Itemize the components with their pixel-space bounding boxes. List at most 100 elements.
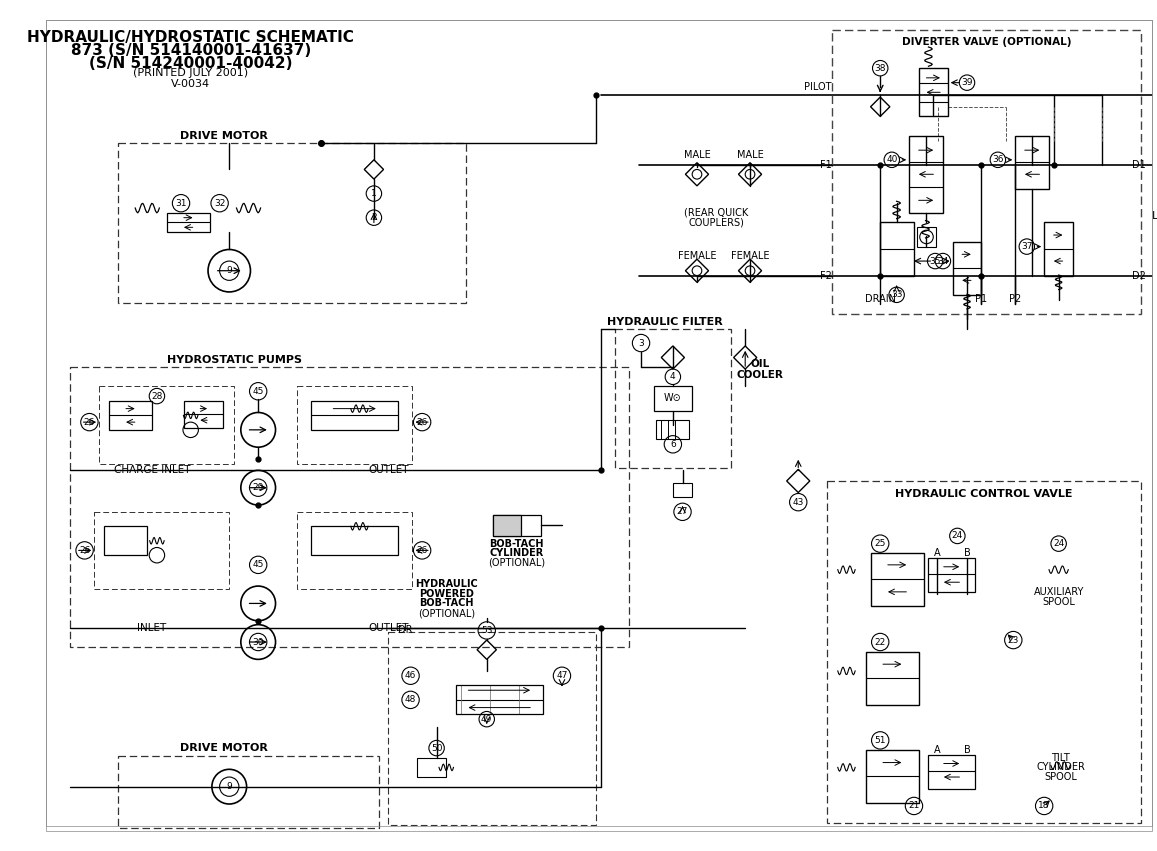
Text: CYLINDER: CYLINDER <box>489 548 544 558</box>
Bar <box>296 511 413 589</box>
Text: 48: 48 <box>405 695 417 705</box>
Text: 28: 28 <box>152 391 163 401</box>
Text: 47: 47 <box>557 671 568 680</box>
Text: DRIVE MOTOR: DRIVE MOTOR <box>180 131 268 140</box>
Bar <box>880 222 914 276</box>
Text: DR: DR <box>398 625 413 636</box>
Text: 50: 50 <box>430 744 442 752</box>
Text: FEMALE: FEMALE <box>731 251 769 261</box>
Text: FEMALE: FEMALE <box>678 251 716 261</box>
Text: MALE: MALE <box>684 150 710 160</box>
Bar <box>832 30 1141 314</box>
Text: BOB-TACH: BOB-TACH <box>489 539 544 549</box>
Bar <box>167 213 209 232</box>
Text: 22: 22 <box>875 637 886 647</box>
Bar <box>616 328 731 468</box>
Text: TILT: TILT <box>1052 753 1070 762</box>
Text: BOB-TACH: BOB-TACH <box>419 598 473 608</box>
Text: B: B <box>964 548 971 558</box>
Text: 23: 23 <box>1008 636 1019 644</box>
Text: COUPLERS): COUPLERS) <box>688 218 744 227</box>
Text: SPOOL: SPOOL <box>1044 772 1077 782</box>
Text: 18: 18 <box>1039 802 1049 810</box>
Text: (PRINTED JULY 2001): (PRINTED JULY 2001) <box>133 68 249 78</box>
Bar <box>909 135 943 213</box>
Text: 4: 4 <box>670 372 676 381</box>
Text: 35: 35 <box>929 256 941 266</box>
Text: POWERED: POWERED <box>419 589 473 599</box>
Text: INLET: INLET <box>138 623 167 632</box>
Bar <box>311 526 398 555</box>
Text: DRIVE MOTOR: DRIVE MOTOR <box>180 743 268 753</box>
Text: 37: 37 <box>1022 242 1032 251</box>
Text: V-0034: V-0034 <box>171 79 211 89</box>
Text: 29: 29 <box>252 483 264 492</box>
Bar <box>919 68 948 117</box>
Text: OIL: OIL <box>750 359 769 369</box>
Text: 9: 9 <box>227 782 233 791</box>
Text: OUTLET: OUTLET <box>368 465 408 476</box>
Text: 30: 30 <box>252 637 264 647</box>
Text: 26: 26 <box>417 545 428 555</box>
Bar <box>952 242 981 294</box>
Text: 34: 34 <box>937 256 949 266</box>
Text: 3: 3 <box>639 339 644 347</box>
Bar <box>656 420 690 439</box>
Bar <box>654 386 692 410</box>
Text: 6: 6 <box>670 440 676 448</box>
Bar <box>456 685 543 714</box>
Text: A: A <box>934 745 941 755</box>
Text: 45: 45 <box>252 386 264 396</box>
Text: 1: 1 <box>371 189 377 198</box>
Bar <box>100 386 234 464</box>
Text: DRAIN: DRAIN <box>864 294 896 305</box>
Bar <box>493 515 522 536</box>
Text: L: L <box>1152 211 1157 220</box>
Text: 873 (S/N 514140001-41637): 873 (S/N 514140001-41637) <box>71 43 311 58</box>
Bar <box>94 511 229 589</box>
Text: 51: 51 <box>875 736 886 745</box>
Text: F2: F2 <box>820 271 832 281</box>
Text: DIVERTER VALVE (OPTIONAL): DIVERTER VALVE (OPTIONAL) <box>901 37 1071 48</box>
Text: HYDRAULIC/HYDROSTATIC SCHEMATIC: HYDRAULIC/HYDROSTATIC SCHEMATIC <box>28 30 354 44</box>
Bar <box>311 401 398 430</box>
Text: 26: 26 <box>83 418 95 426</box>
Text: 33: 33 <box>891 290 902 300</box>
Text: 38: 38 <box>875 64 886 72</box>
Text: 32: 32 <box>214 198 226 208</box>
Bar <box>118 756 378 828</box>
Text: D1: D1 <box>1132 160 1145 169</box>
Text: P2: P2 <box>1009 294 1022 305</box>
Bar <box>865 750 919 803</box>
Bar <box>673 483 692 497</box>
Text: 43: 43 <box>793 498 804 506</box>
Bar <box>493 515 540 536</box>
Text: 31: 31 <box>175 198 186 208</box>
Bar <box>1044 222 1073 276</box>
Bar <box>184 401 222 428</box>
Text: 27: 27 <box>677 507 688 517</box>
Text: 49: 49 <box>481 715 493 723</box>
Bar <box>109 401 152 430</box>
Text: COOLER: COOLER <box>736 370 783 380</box>
Text: 24: 24 <box>1053 540 1064 548</box>
Bar <box>928 755 974 789</box>
Text: HYDRAULIC: HYDRAULIC <box>415 580 478 589</box>
Text: 53: 53 <box>481 626 493 635</box>
Text: SPOOL: SPOOL <box>1042 597 1075 607</box>
Text: F1: F1 <box>820 160 832 169</box>
Text: MALE: MALE <box>737 150 764 160</box>
Text: 24: 24 <box>952 531 963 540</box>
Bar <box>865 652 919 705</box>
Text: 39: 39 <box>961 78 973 87</box>
Text: HYDRAULIC FILTER: HYDRAULIC FILTER <box>607 317 723 327</box>
Text: PILOT: PILOT <box>804 83 832 92</box>
Bar <box>1015 135 1049 189</box>
Bar <box>916 227 936 247</box>
Text: W⊙: W⊙ <box>664 393 681 403</box>
Text: HYDRAULIC CONTROL VAVLE: HYDRAULIC CONTROL VAVLE <box>896 488 1073 499</box>
Text: 45: 45 <box>252 560 264 569</box>
Text: 26: 26 <box>417 418 428 426</box>
Text: AUXILIARY: AUXILIARY <box>1033 587 1084 597</box>
Text: 9: 9 <box>227 266 233 275</box>
